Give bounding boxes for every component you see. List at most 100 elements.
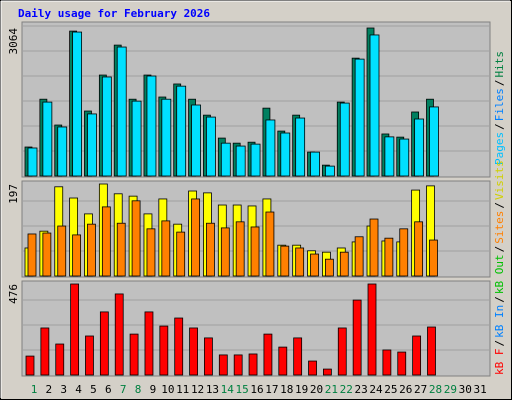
x-tick-label: 7: [120, 383, 127, 396]
bar: [131, 200, 141, 277]
x-tick-label: 25: [384, 383, 397, 396]
x-tick-label: 17: [265, 383, 278, 396]
legend-entry: kB In: [493, 305, 506, 338]
bar: [429, 106, 439, 177]
bar: [85, 335, 94, 376]
bar: [131, 100, 142, 177]
bar: [206, 116, 216, 177]
x-tick-label: 19: [295, 383, 308, 396]
bar: [233, 354, 243, 376]
x-tick-label: 6: [105, 383, 112, 396]
bar: [191, 198, 200, 277]
x-tick-label: 11: [176, 383, 189, 396]
bar: [206, 222, 215, 277]
bar: [72, 234, 82, 277]
bar: [189, 327, 198, 376]
bar: [293, 337, 303, 376]
x-tick-label: 3: [60, 383, 67, 396]
bar: [295, 117, 306, 177]
bar: [399, 228, 409, 277]
legend-entry: kB Out: [493, 254, 506, 294]
x-tick-label: 1: [31, 383, 38, 396]
legend-entry: Pages: [493, 132, 506, 165]
bar: [40, 327, 50, 376]
bar: [322, 368, 332, 376]
x-tick-label: 9: [150, 383, 157, 396]
bar: [161, 98, 172, 177]
legend-entry: kB F: [493, 349, 506, 376]
bar: [384, 237, 394, 277]
bar: [87, 223, 96, 277]
bar: [72, 31, 83, 177]
bar: [161, 220, 171, 277]
bar: [101, 206, 111, 277]
bar: [427, 326, 436, 376]
bar: [339, 251, 349, 277]
bar: [397, 351, 407, 376]
bar: [382, 349, 392, 376]
bar: [352, 299, 362, 376]
x-tick-label: 14: [221, 383, 235, 396]
bar: [70, 283, 80, 376]
bar: [250, 226, 260, 277]
bar: [265, 119, 276, 177]
bar: [57, 126, 68, 177]
x-tick-label: 28: [429, 383, 442, 396]
bar: [204, 337, 213, 376]
x-tick-label: 4: [75, 383, 82, 396]
x-tick-label: 12: [191, 383, 204, 396]
x-tick-label: 10: [161, 383, 174, 396]
x-tick-label: 26: [399, 383, 412, 396]
bar: [42, 232, 52, 277]
x-tick-label: 24: [369, 383, 383, 396]
x-tick-label: 27: [414, 383, 427, 396]
bar: [310, 151, 320, 177]
y-tick-label: 197: [7, 184, 20, 204]
legend: kB F/kB In/kB Out/Sites/Visits: [493, 160, 506, 375]
legend-separator: /: [493, 123, 506, 130]
x-tick-label: 23: [355, 383, 368, 396]
x-tick-label: 18: [280, 383, 293, 396]
bar: [250, 143, 261, 177]
bar: [220, 227, 230, 277]
bar: [278, 346, 288, 376]
bar: [324, 165, 335, 177]
x-tick-label: 30: [459, 383, 472, 396]
legend-separator: /: [493, 246, 506, 253]
bar: [27, 233, 37, 277]
chart-title: Daily usage for February 2026: [18, 7, 210, 20]
bar: [129, 333, 139, 376]
bar: [176, 231, 186, 277]
legend-separator: /: [493, 340, 506, 347]
x-tick-label: 5: [90, 383, 97, 396]
legend-separator: /: [493, 296, 506, 303]
legend: Pages/Files/Hits: [493, 51, 506, 165]
bar: [295, 247, 305, 277]
bar: [87, 113, 97, 177]
x-tick-label: 22: [340, 383, 353, 396]
y-tick-label: 476: [7, 284, 20, 304]
bar: [116, 222, 126, 277]
bar: [384, 136, 395, 177]
bar: [25, 355, 35, 376]
x-tick-label: 2: [46, 383, 53, 396]
bar: [280, 245, 290, 277]
bar: [412, 335, 422, 376]
legend-entry: Visits: [493, 160, 506, 200]
bar: [99, 311, 109, 376]
bar: [263, 333, 273, 376]
bar: [176, 85, 187, 177]
bar: [308, 360, 317, 376]
bar: [114, 293, 124, 376]
bar: [55, 343, 65, 376]
legend-entry: Sites: [493, 211, 506, 244]
bar: [414, 118, 425, 177]
bar: [369, 218, 379, 277]
bar: [429, 239, 438, 277]
bar: [42, 101, 53, 177]
x-tick-label: 29: [444, 383, 457, 396]
bar: [354, 58, 365, 177]
bar: [310, 253, 319, 277]
x-tick-label: 16: [250, 383, 263, 396]
